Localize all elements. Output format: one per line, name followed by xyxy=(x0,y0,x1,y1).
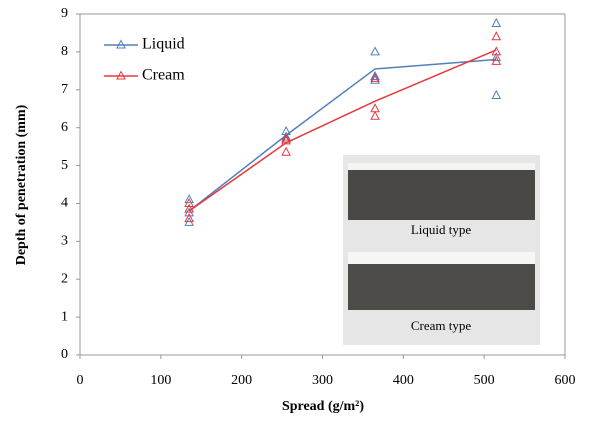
photo-liquid-top xyxy=(348,163,535,170)
data-point xyxy=(371,47,379,55)
y-tick-label: 6 xyxy=(61,120,68,135)
data-point xyxy=(492,19,500,27)
y-tick-label: 4 xyxy=(61,196,68,211)
x-tick-label: 500 xyxy=(474,373,495,388)
data-point xyxy=(492,32,500,40)
y-tick-label: 1 xyxy=(61,309,68,324)
y-tick-label: 5 xyxy=(61,158,68,173)
x-tick-label: 200 xyxy=(231,373,252,388)
x-tick-label: 400 xyxy=(393,373,414,388)
x-axis-label: Spread (g/m²) xyxy=(282,399,364,414)
y-tick-label: 3 xyxy=(61,234,68,249)
data-point xyxy=(492,91,500,99)
legend-label: Cream xyxy=(142,67,185,84)
y-tick-label: 2 xyxy=(61,271,68,286)
y-tick-label: 0 xyxy=(61,347,68,362)
y-tick-label: 7 xyxy=(61,82,68,97)
x-tick-label: 600 xyxy=(555,373,576,388)
x-tick-label: 0 xyxy=(77,373,84,388)
x-tick-label: 300 xyxy=(312,373,333,388)
y-tick-label: 8 xyxy=(61,44,68,59)
inset: Liquid type Cream type xyxy=(343,155,540,345)
y-axis-label: Depth of penetration (mm) xyxy=(14,104,29,265)
x-tick-label: 100 xyxy=(150,373,171,388)
chart: Liquid type Cream type Spread (g/m²) Dep… xyxy=(0,0,590,422)
data-point xyxy=(282,148,290,156)
y-tick-label: 9 xyxy=(61,6,68,21)
data-point xyxy=(371,112,379,120)
legend-label: Liquid xyxy=(142,36,185,53)
photo-liquid xyxy=(348,163,535,220)
inset-caption: Liquid type xyxy=(411,222,472,237)
inset-caption: Cream type xyxy=(411,318,472,333)
photo-cream-top xyxy=(348,252,535,264)
data-point xyxy=(371,104,379,112)
